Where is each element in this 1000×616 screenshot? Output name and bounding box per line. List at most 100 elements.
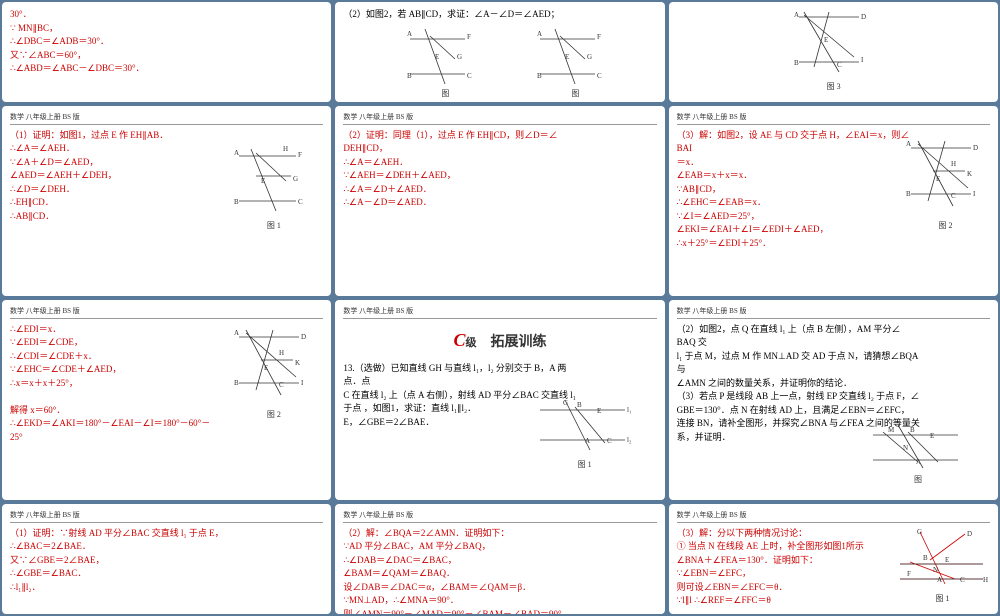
- svg-text:K: K: [967, 170, 972, 178]
- svg-text:B: B: [537, 72, 542, 80]
- diagram-r4c3: BEDFACHGN 图 1: [895, 524, 990, 605]
- svg-text:B: B: [794, 59, 799, 67]
- svg-text:C: C: [837, 61, 842, 69]
- diagram-r2c1: AFHEGBC 图 1: [231, 141, 316, 232]
- proof-text: 30°． ∵ MN∥BC， ∴∠DBC＝∠ADB＝30°． 又∵∠ABC＝60°…: [10, 8, 323, 76]
- page-header: 数学 八年级上册 BS 版: [10, 510, 323, 523]
- page-header: 数学 八年级上册 BS 版: [677, 112, 990, 125]
- cell-r1c2: （2）如图2，若 AB∥CD，求证：∠A－∠D＝∠AED； AFEGBC 图 A…: [335, 2, 664, 102]
- svg-text:F: F: [907, 570, 911, 578]
- svg-text:C: C: [467, 72, 472, 80]
- proof-text: （2）证明：同理（1），过点 E 作 EH∥CD，则∠D＝∠ DEH∥CD， ∴…: [343, 129, 656, 210]
- diagram-r1c2b: AFEGBC 图: [535, 24, 615, 100]
- cell-r3c1: 数学 八年级上册 BS 版 ∴∠EDI＝x． ∵∠EDI＝∠CDE， ∴∠CDI…: [2, 300, 331, 500]
- svg-text:D: D: [967, 530, 972, 538]
- page-header: 数学 八年级上册 BS 版: [343, 510, 656, 523]
- svg-text:F: F: [298, 151, 302, 159]
- svg-text:E: E: [936, 175, 940, 183]
- cell-r1c3: ADBCIE 图 3: [669, 2, 998, 102]
- cell-r4c2: 数学 八年级上册 BS 版 （2）解：∠BQA＝2∠AMN．证明如下： ∵AD …: [335, 504, 664, 614]
- page-header: 数学 八年级上册 BS 版: [677, 510, 990, 523]
- svg-text:D: D: [301, 333, 306, 341]
- svg-text:G: G: [587, 53, 592, 61]
- svg-text:A: A: [234, 149, 239, 157]
- svg-text:M: M: [888, 426, 895, 434]
- svg-text:A: A: [537, 30, 542, 38]
- diagram-r2c3: ADHBCIEK 图 2: [903, 136, 988, 232]
- svg-text:E: E: [824, 36, 828, 44]
- cell-r4c1: 数学 八年级上册 BS 版 （1）证明：∵射线 AD 平分∠BAC 交直线 l₁…: [2, 504, 331, 614]
- svg-text:A: A: [234, 329, 239, 337]
- svg-text:E: E: [435, 53, 439, 61]
- svg-text:H: H: [951, 160, 956, 168]
- diagram-r1c2a: AFEGBC 图: [405, 24, 485, 100]
- svg-text:C: C: [951, 192, 956, 200]
- page-header: 数学 八年级上册 BS 版: [10, 306, 323, 319]
- page-header: 数学 八年级上册 BS 版: [10, 112, 323, 125]
- svg-text:H: H: [279, 349, 284, 357]
- page-header: 数学 八年级上册 BS 版: [343, 306, 656, 319]
- svg-text:H: H: [983, 576, 988, 584]
- svg-text:A: A: [585, 437, 590, 445]
- svg-text:B: B: [923, 554, 928, 562]
- svg-text:I: I: [861, 56, 864, 64]
- svg-text:A: A: [407, 30, 412, 38]
- svg-text:A: A: [916, 458, 921, 466]
- svg-text:E: E: [597, 407, 601, 415]
- diagram-r1c3: ADBCIE 图 3: [789, 7, 879, 93]
- diagram-r3c2: l₁l₂GBEAC 图 1: [535, 395, 635, 471]
- cell-r3c3: 数学 八年级上册 BS 版 （2）如图2，点 Q 在直线 l₁ 上（点 B 左侧…: [669, 300, 998, 500]
- svg-text:E: E: [264, 364, 268, 372]
- svg-text:C: C: [279, 381, 284, 389]
- svg-text:C: C: [607, 437, 612, 445]
- section-title: C级 拓展训练: [343, 327, 656, 354]
- svg-text:E: E: [261, 177, 265, 185]
- svg-text:G: G: [917, 528, 922, 536]
- svg-text:D: D: [973, 144, 978, 152]
- page-header: 数学 八年级上册 BS 版: [343, 112, 656, 125]
- svg-text:B: B: [407, 72, 412, 80]
- page-header: 数学 八年级上册 BS 版: [677, 306, 990, 319]
- svg-text:I: I: [973, 190, 976, 198]
- proof-text: （3）解：分以下两种情况讨论： ① 当点 N 在线段 AE 上时，补全图形如图1…: [677, 527, 897, 608]
- proof-text: （2）解：∠BQA＝2∠AMN．证明如下： ∵AD 平分∠BAC，AM 平分∠B…: [343, 527, 656, 615]
- svg-text:l₁: l₁: [627, 406, 631, 414]
- cell-r3c2: 数学 八年级上册 BS 版 C级 拓展训练 13.（选做）已知直线 GH 与直线…: [335, 300, 664, 500]
- svg-text:A: A: [937, 576, 942, 584]
- svg-text:K: K: [295, 359, 300, 367]
- svg-text:B: B: [234, 198, 239, 206]
- svg-text:B: B: [577, 401, 582, 409]
- diagram-r3c3: MBEAN 图: [868, 420, 968, 486]
- svg-text:E: E: [565, 53, 569, 61]
- svg-text:G: G: [563, 399, 568, 407]
- svg-text:H: H: [283, 145, 288, 153]
- svg-text:C: C: [597, 72, 602, 80]
- svg-text:B: B: [234, 379, 239, 387]
- svg-text:F: F: [597, 33, 601, 41]
- diagram-r3c1: ADHBCIEK 图 2: [231, 325, 316, 421]
- cell-r1c1: 30°． ∵ MN∥BC， ∴∠DBC＝∠ADB＝30°． 又∵∠ABC＝60°…: [2, 2, 331, 102]
- cell-r4c3: 数学 八年级上册 BS 版 （3）解：分以下两种情况讨论： ① 当点 N 在线段…: [669, 504, 998, 614]
- svg-text:C: C: [298, 198, 303, 206]
- slide-grid: 30°． ∵ MN∥BC， ∴∠DBC＝∠ADB＝30°． 又∵∠ABC＝60°…: [0, 0, 1000, 616]
- cell-r2c1: 数学 八年级上册 BS 版 （1）证明：如图1，过点 E 作 EH∥AB． ∴∠…: [2, 106, 331, 296]
- svg-text:E: E: [930, 432, 934, 440]
- svg-text:D: D: [861, 13, 866, 21]
- cell-r2c3: 数学 八年级上册 BS 版 （3）解：如图2，设 AE 与 CD 交于点 H，∠…: [669, 106, 998, 296]
- svg-text:A: A: [906, 140, 911, 148]
- cell-r2c2: 数学 八年级上册 BS 版 （2）证明：同理（1），过点 E 作 EH∥CD，则…: [335, 106, 664, 296]
- svg-text:B: B: [906, 190, 911, 198]
- problem-text: （2）如图2，若 AB∥CD，求证：∠A－∠D＝∠AED；: [343, 8, 656, 22]
- svg-text:G: G: [457, 53, 462, 61]
- svg-text:I: I: [301, 379, 304, 387]
- svg-text:F: F: [467, 33, 471, 41]
- svg-text:B: B: [910, 426, 915, 434]
- svg-text:E: E: [945, 556, 949, 564]
- svg-text:A: A: [794, 11, 799, 19]
- svg-text:C: C: [960, 576, 965, 584]
- svg-text:G: G: [293, 175, 298, 183]
- svg-text:l₂: l₂: [627, 436, 632, 444]
- svg-text:N: N: [933, 566, 938, 574]
- svg-text:N: N: [903, 444, 908, 452]
- proof-text: （1）证明：∵射线 AD 平分∠BAC 交直线 l₁ 于点 E， ∴∠BAC＝2…: [10, 527, 323, 595]
